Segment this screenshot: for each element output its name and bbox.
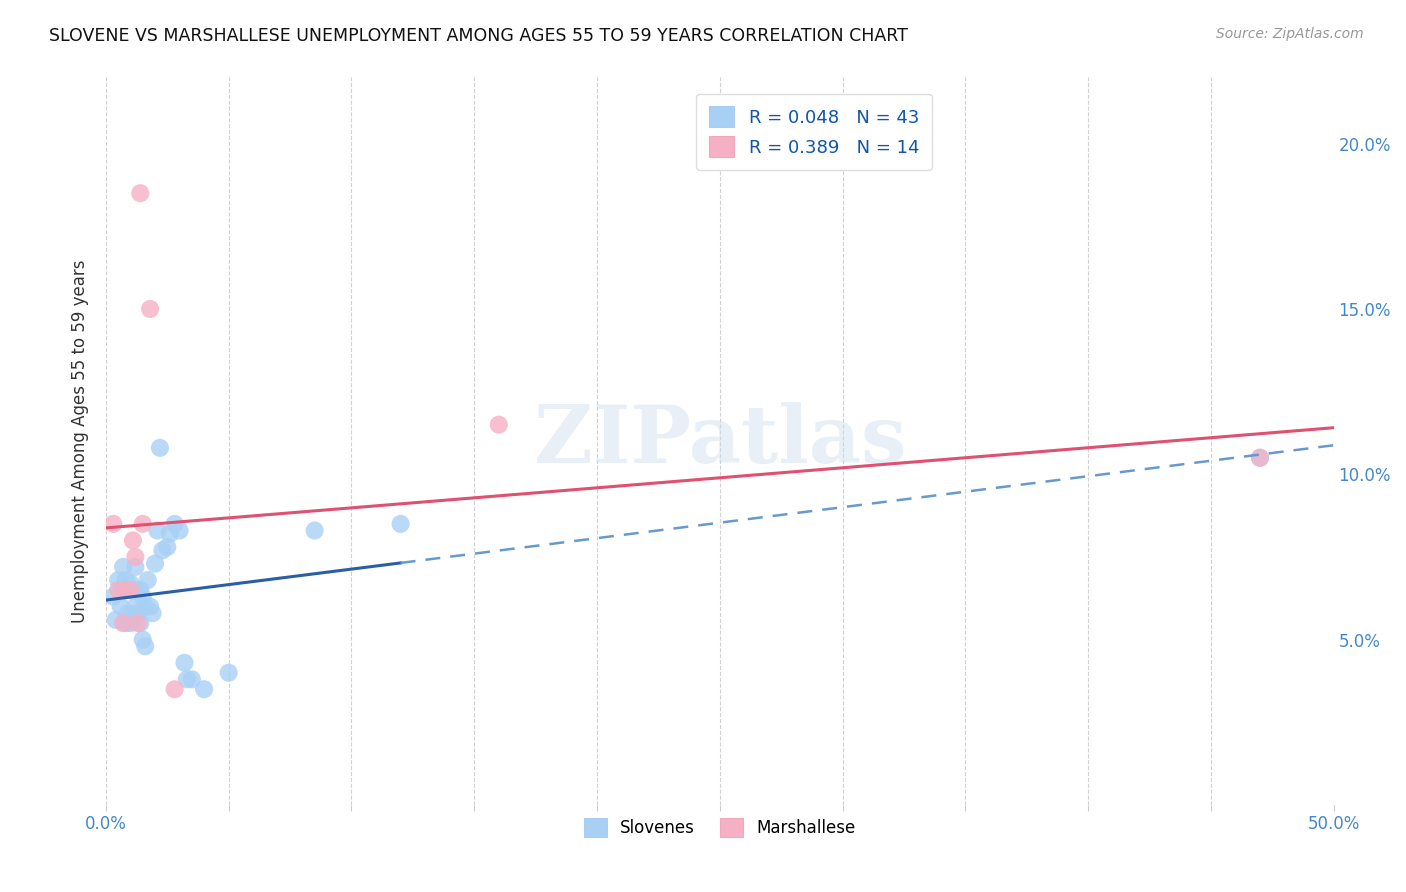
Point [114, 582, 136, 597]
Point [176, 673, 198, 687]
Point [114, 616, 136, 631]
Text: SLOVENE VS MARSHALLESE UNEMPLOYMENT AMONG AGES 55 TO 59 YEARS CORRELATION CHART: SLOVENE VS MARSHALLESE UNEMPLOYMENT AMON… [49, 27, 908, 45]
Point [120, 582, 142, 597]
Point [1249, 450, 1271, 465]
Point [134, 599, 156, 614]
Point [114, 573, 136, 587]
Point [163, 516, 186, 531]
Point [132, 516, 155, 531]
Point [103, 516, 125, 531]
Point [124, 599, 146, 614]
Point [112, 582, 135, 597]
Point [193, 682, 215, 697]
Point [117, 582, 139, 597]
Y-axis label: Unemployment Among Ages 55 to 59 years: Unemployment Among Ages 55 to 59 years [72, 260, 89, 623]
Point [169, 524, 191, 538]
Point [143, 557, 166, 571]
Point [129, 186, 152, 201]
Point [110, 599, 132, 614]
Point [136, 573, 159, 587]
Point [142, 606, 165, 620]
Point [127, 606, 149, 620]
Point [132, 632, 155, 647]
Text: Source: ZipAtlas.com: Source: ZipAtlas.com [1216, 27, 1364, 41]
Point [159, 526, 181, 541]
Point [124, 549, 146, 564]
Point [218, 665, 240, 680]
Point [122, 533, 145, 548]
Point [1249, 450, 1271, 465]
Point [120, 616, 142, 631]
Point [163, 682, 186, 697]
Point [304, 524, 326, 538]
Point [112, 616, 135, 631]
Point [180, 673, 202, 687]
Point [122, 609, 145, 624]
Point [112, 560, 135, 574]
Point [104, 613, 127, 627]
Point [103, 590, 125, 604]
Point [124, 560, 146, 574]
Point [389, 516, 412, 531]
Point [139, 599, 162, 614]
Point [139, 301, 162, 316]
Point [134, 640, 156, 654]
Point [129, 616, 152, 631]
Point [146, 524, 169, 538]
Point [129, 582, 152, 597]
Point [107, 582, 129, 597]
Point [173, 656, 195, 670]
Point [488, 417, 510, 432]
Legend: Slovenes, Marshallese: Slovenes, Marshallese [576, 812, 863, 844]
Text: ZIPatlas: ZIPatlas [534, 402, 905, 480]
Point [127, 616, 149, 631]
Point [150, 543, 173, 558]
Point [107, 573, 129, 587]
Point [156, 540, 179, 554]
Point [127, 582, 149, 597]
Point [120, 576, 142, 591]
Point [132, 590, 155, 604]
Point [149, 441, 172, 455]
Point [117, 606, 139, 620]
Point [122, 582, 145, 597]
